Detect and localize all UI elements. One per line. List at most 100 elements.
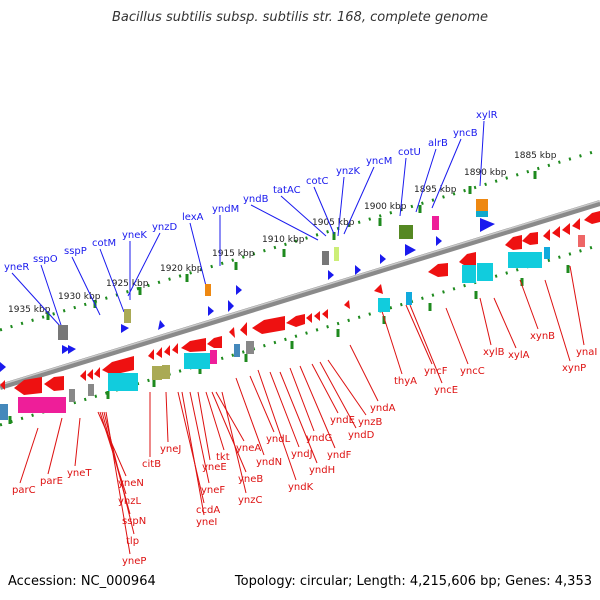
forward-gene-arrow[interactable] — [208, 306, 214, 316]
feature-block[interactable] — [88, 384, 94, 396]
feature-block[interactable] — [432, 216, 439, 230]
reverse-gene-label[interactable]: yneN — [118, 478, 144, 489]
reverse-gene-arrow[interactable] — [44, 376, 64, 391]
forward-gene-label[interactable]: xylR — [476, 110, 498, 121]
forward-gene-label[interactable]: cotC — [306, 176, 329, 187]
forward-gene-label[interactable]: yndB — [243, 194, 269, 205]
forward-gene-arrow[interactable] — [228, 300, 234, 312]
reverse-gene-label[interactable]: yndA — [370, 403, 396, 414]
reverse-gene-arrow[interactable] — [172, 343, 178, 354]
feature-block[interactable] — [508, 252, 542, 268]
forward-gene-arrow[interactable] — [68, 345, 76, 354]
forward-gene-label[interactable]: cotM — [92, 238, 116, 249]
feature-block[interactable] — [322, 251, 329, 265]
reverse-gene-label[interactable]: ynzL — [118, 496, 142, 507]
reverse-gene-label[interactable]: yneE — [202, 462, 227, 473]
reverse-gene-arrow[interactable] — [0, 380, 5, 390]
forward-gene-arrow[interactable] — [355, 265, 361, 275]
forward-gene-arrow[interactable] — [158, 320, 165, 330]
feature-block[interactable] — [476, 211, 488, 217]
reverse-gene-label[interactable]: yncC — [460, 366, 485, 377]
reverse-gene-arrow[interactable] — [102, 356, 134, 375]
reverse-gene-arrow[interactable] — [459, 252, 476, 267]
reverse-gene-label[interactable]: yndH — [309, 465, 335, 476]
forward-gene-label[interactable]: sspO — [33, 254, 58, 265]
feature-block[interactable] — [0, 404, 8, 420]
forward-gene-label[interactable]: lexA — [182, 212, 204, 223]
forward-gene-label[interactable]: sspP — [64, 246, 87, 257]
reverse-gene-arrow[interactable] — [505, 235, 522, 250]
forward-gene-label[interactable]: cotU — [398, 147, 421, 158]
reverse-gene-label[interactable]: yndL — [266, 434, 291, 445]
reverse-gene-label[interactable]: yneP — [122, 556, 146, 567]
reverse-gene-label[interactable]: yncF — [424, 366, 448, 377]
reverse-gene-label[interactable]: yndD — [348, 430, 375, 441]
reverse-gene-label[interactable]: yncE — [434, 385, 458, 396]
forward-gene-arrow[interactable] — [236, 285, 242, 295]
reverse-gene-label[interactable]: yneT — [67, 468, 92, 479]
feature-block[interactable] — [544, 247, 550, 259]
reverse-gene-label[interactable]: yndG — [306, 433, 332, 444]
reverse-gene-label[interactable]: yndE — [330, 415, 355, 426]
reverse-gene-arrow[interactable] — [572, 218, 580, 230]
forward-gene-label[interactable]: yneR — [4, 262, 29, 273]
reverse-gene-arrow[interactable] — [322, 309, 328, 319]
reverse-gene-label[interactable]: yndN — [256, 457, 282, 468]
feature-block[interactable] — [406, 292, 412, 305]
reverse-gene-label[interactable]: xynP — [562, 363, 586, 374]
feature-block[interactable] — [18, 397, 66, 413]
forward-gene-label[interactable]: tatAC — [273, 185, 301, 196]
forward-gene-arrow[interactable] — [62, 345, 70, 354]
reverse-gene-label[interactable]: parC — [12, 485, 36, 496]
feature-block[interactable] — [124, 309, 131, 323]
feature-block[interactable] — [378, 298, 390, 312]
reverse-gene-arrow[interactable] — [543, 229, 550, 241]
reverse-gene-label[interactable]: yneJ — [160, 444, 181, 455]
reverse-gene-arrow[interactable] — [229, 327, 235, 338]
reverse-gene-arrow[interactable] — [306, 313, 312, 323]
reverse-gene-arrow[interactable] — [156, 347, 162, 358]
reverse-gene-arrow[interactable] — [522, 232, 538, 245]
reverse-gene-label[interactable]: xylA — [508, 350, 530, 361]
feature-block[interactable] — [477, 263, 493, 281]
reverse-gene-arrow[interactable] — [207, 336, 222, 348]
forward-gene-arrow[interactable] — [405, 244, 416, 256]
feature-block[interactable] — [162, 365, 170, 379]
reverse-gene-label[interactable]: ynzC — [238, 495, 263, 506]
reverse-gene-label[interactable]: yndK — [288, 482, 314, 493]
reverse-gene-label[interactable]: yneB — [238, 474, 263, 485]
forward-gene-label[interactable]: alrB — [428, 138, 448, 149]
reverse-gene-label[interactable]: ynaI — [576, 347, 597, 358]
reverse-gene-arrow[interactable] — [240, 322, 247, 336]
feature-block[interactable] — [462, 265, 476, 283]
feature-block[interactable] — [152, 366, 162, 380]
reverse-gene-label[interactable]: tlp — [126, 536, 139, 547]
reverse-gene-arrow[interactable] — [314, 311, 320, 321]
reverse-gene-arrow[interactable] — [94, 367, 100, 378]
reverse-gene-arrow[interactable] — [164, 345, 170, 356]
forward-gene-arrow[interactable] — [480, 218, 495, 232]
forward-gene-label[interactable]: ynzK — [336, 166, 361, 177]
reverse-gene-arrow[interactable] — [286, 314, 305, 327]
feature-block[interactable] — [205, 284, 211, 296]
feature-block[interactable] — [210, 350, 217, 364]
reverse-gene-arrow[interactable] — [80, 370, 86, 381]
feature-block[interactable] — [184, 353, 210, 369]
reverse-gene-label[interactable]: yneI — [196, 517, 217, 528]
feature-block[interactable] — [234, 344, 240, 357]
reverse-gene-label[interactable]: yndJ — [291, 449, 313, 460]
reverse-gene-arrow[interactable] — [14, 377, 42, 395]
forward-gene-arrow[interactable] — [121, 324, 129, 333]
feature-block[interactable] — [399, 225, 413, 239]
reverse-gene-arrow[interactable] — [552, 226, 560, 238]
reverse-gene-label[interactable]: tkt — [216, 452, 230, 463]
reverse-gene-arrow[interactable] — [87, 369, 93, 380]
reverse-gene-arrow[interactable] — [344, 300, 350, 309]
forward-gene-label[interactable]: ynzD — [152, 222, 178, 233]
reverse-gene-label[interactable]: citB — [142, 459, 161, 470]
feature-block[interactable] — [578, 235, 585, 247]
forward-gene-arrow[interactable] — [0, 362, 6, 372]
feature-block[interactable] — [58, 325, 68, 340]
reverse-gene-arrow[interactable] — [562, 223, 570, 235]
feature-block[interactable] — [334, 247, 339, 261]
